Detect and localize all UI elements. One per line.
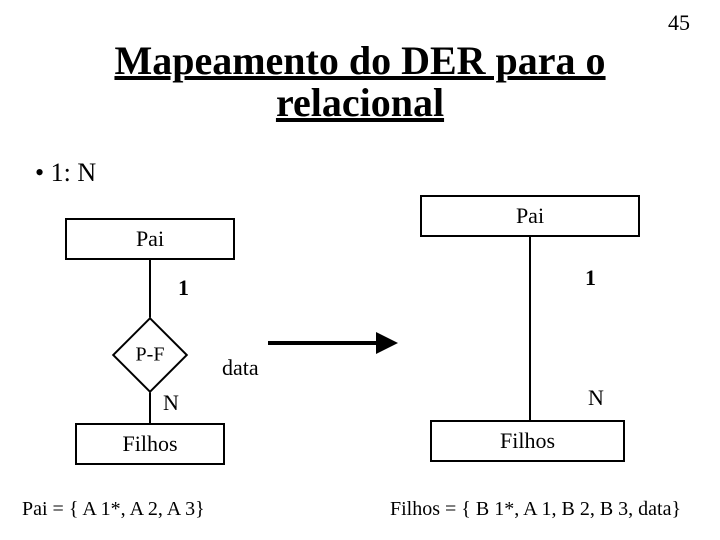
arrow-line <box>268 341 378 345</box>
title-line-2: relacional <box>276 80 444 125</box>
formula-filhos: Filhos = { B 1*, A 1, B 2, B 3, data} <box>390 498 681 521</box>
entity-pai-right: Pai <box>420 195 640 237</box>
cardinality-n-right: N <box>588 385 604 411</box>
entity-pai-left: Pai <box>65 218 235 260</box>
relationship-attribute: data <box>222 355 259 381</box>
entity-filhos-right: Filhos <box>430 420 625 462</box>
entity-filhos-left: Filhos <box>75 423 225 465</box>
arrow-head-icon <box>376 332 398 354</box>
bullet-1n: • 1: N <box>35 158 96 188</box>
connector-pai-filhos-right <box>529 237 531 420</box>
relationship-diamond: P-F <box>115 320 185 390</box>
cardinality-1-left: 1 <box>178 275 189 301</box>
formula-pai: Pai = { A 1*, A 2, A 3} <box>22 498 205 521</box>
cardinality-1-right: 1 <box>585 265 596 291</box>
mapping-arrow <box>268 342 398 344</box>
relationship-label: P-F <box>136 344 165 367</box>
cardinality-n-left: N <box>163 390 179 416</box>
title-line-1: Mapeamento do DER para o <box>114 38 605 83</box>
page-number: 45 <box>668 10 690 36</box>
slide-title: Mapeamento do DER para o relacional <box>0 40 720 124</box>
